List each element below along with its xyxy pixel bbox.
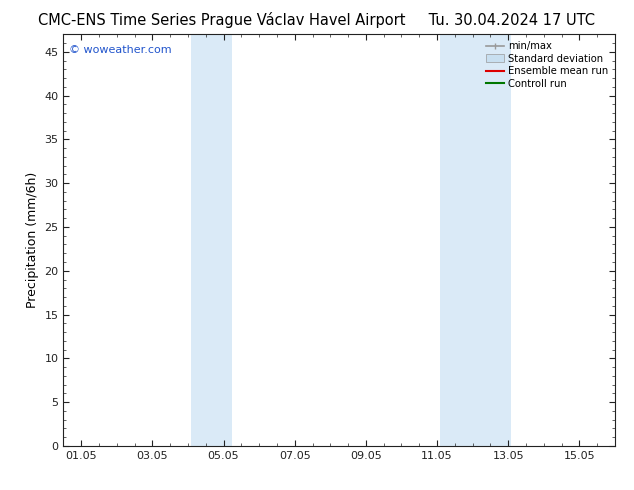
Text: © woweather.com: © woweather.com [69,45,172,54]
Legend: min/max, Standard deviation, Ensemble mean run, Controll run: min/max, Standard deviation, Ensemble me… [484,39,610,91]
Y-axis label: Precipitation (mm/6h): Precipitation (mm/6h) [26,172,39,308]
Bar [440,34,511,446]
Text: CMC-ENS Time Series Prague Václav Havel Airport     Tu. 30.04.2024 17 UTC: CMC-ENS Time Series Prague Václav Havel … [39,12,595,28]
Bar [191,34,233,446]
